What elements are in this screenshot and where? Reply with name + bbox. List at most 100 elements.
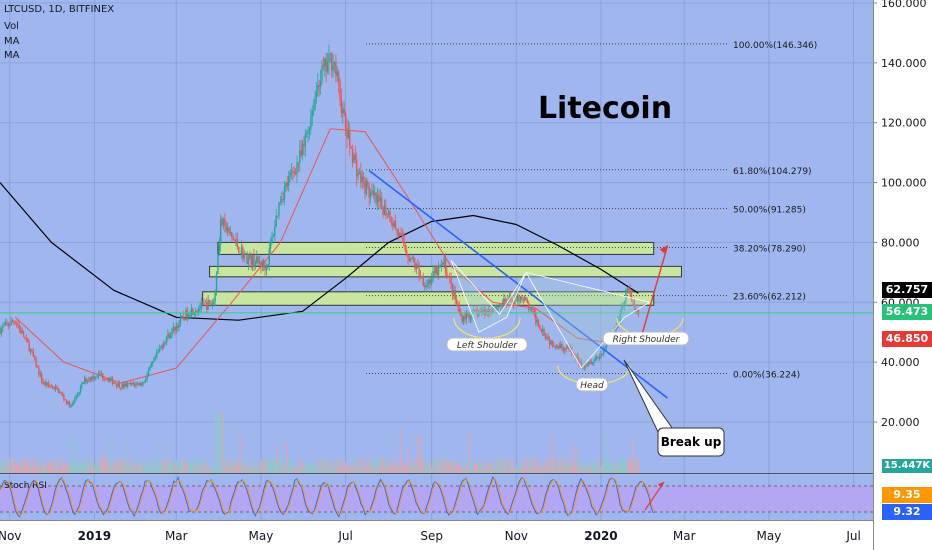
volume-bar	[594, 467, 597, 473]
volume-bar	[550, 467, 552, 473]
ma-legend-1[interactable]: MA	[4, 36, 20, 47]
volume-bar	[311, 467, 313, 473]
volume-bar	[593, 464, 595, 473]
x-tick-label: Jul	[845, 529, 860, 543]
projection-arrow[interactable]	[641, 245, 669, 333]
volume-bar	[575, 449, 577, 473]
volume-bar	[371, 456, 373, 473]
volume-bar	[540, 467, 542, 473]
volume-bar	[115, 458, 118, 473]
volume-bar	[600, 466, 602, 473]
candle-body	[207, 300, 209, 310]
volume-bar	[439, 460, 441, 473]
rsi-legend[interactable]: Stoch RSI	[4, 481, 47, 491]
volume-bar	[124, 439, 126, 473]
volume-bar	[281, 457, 283, 473]
candle-body	[340, 99, 343, 114]
candle-body	[579, 361, 581, 364]
last-price-tag: 62.757	[882, 282, 932, 298]
volume-bar	[432, 459, 434, 473]
candle-body	[461, 316, 463, 322]
candle-body	[489, 309, 491, 313]
volume-bar	[269, 462, 272, 473]
volume-legend[interactable]: Vol	[4, 21, 19, 32]
fib-level-label: 23.60%(62.212)	[733, 293, 806, 303]
volume-bar	[589, 460, 591, 473]
volume-bar	[324, 461, 326, 473]
volume-bar	[354, 466, 357, 473]
price-axis[interactable]	[873, 0, 932, 550]
candle-body	[219, 218, 222, 245]
candle-body	[533, 310, 536, 313]
candle-body	[392, 223, 394, 227]
volume-bar	[206, 462, 208, 473]
volume-bar	[537, 458, 540, 473]
volume-bar	[56, 458, 58, 473]
x-tick-label: Nov	[505, 529, 528, 543]
candle-body	[18, 325, 21, 329]
candle-body	[142, 382, 144, 386]
candle-body	[56, 386, 58, 388]
candle-body	[619, 310, 622, 321]
support-zone-1[interactable]	[217, 241, 655, 255]
candle-body	[32, 351, 35, 358]
candle-body	[226, 227, 229, 232]
volume-bar	[596, 462, 598, 473]
callout-box[interactable]	[657, 427, 725, 457]
candle-body	[561, 344, 563, 348]
volume-bar	[279, 457, 282, 473]
volume-bar	[325, 457, 327, 473]
right-shoulder-label-box	[602, 331, 690, 346]
ma-slow-line[interactable]	[0, 182, 639, 321]
volume-bar	[81, 465, 83, 473]
volume-bar	[389, 462, 391, 473]
candle-body	[52, 386, 54, 389]
candle-body	[367, 181, 369, 186]
volume-bar	[505, 468, 508, 473]
candle-body	[424, 285, 426, 288]
candle-body	[541, 329, 544, 332]
head-shoulders-outline[interactable]	[450, 260, 651, 369]
volume-bar	[256, 465, 258, 473]
volume-bar	[154, 468, 157, 473]
time-axis[interactable]	[0, 520, 873, 550]
volume-bar	[25, 458, 28, 473]
candle-body	[565, 348, 567, 349]
symbol-title[interactable]: LTCUSD, 1D, BITFINEX	[4, 4, 115, 15]
candle-body	[628, 289, 630, 290]
volume-bar	[83, 460, 86, 473]
candle-body	[93, 376, 96, 379]
volume-bar	[268, 460, 270, 473]
candle-body	[96, 376, 98, 378]
candle-body	[578, 356, 580, 364]
ma-legend-2[interactable]: MA	[4, 50, 20, 61]
ma-fast-line[interactable]	[14, 128, 639, 384]
volume-bar	[532, 465, 534, 473]
volume-bar	[203, 468, 205, 473]
price-pane[interactable]	[0, 0, 873, 473]
volume-bar	[167, 464, 169, 473]
volume-bar	[419, 436, 422, 473]
candle-body	[473, 310, 476, 311]
candle-body	[170, 335, 172, 339]
candle-body	[218, 244, 220, 256]
volume-bar	[464, 465, 466, 473]
volume-bar	[448, 460, 451, 473]
volume-bar	[616, 467, 619, 473]
candle-body	[379, 197, 381, 202]
candle-body	[64, 399, 66, 401]
volume-bar	[479, 465, 481, 473]
volume-bar	[236, 464, 239, 473]
candle-body	[548, 339, 551, 345]
rsi-d-line[interactable]	[0, 477, 654, 517]
candle-body	[376, 195, 379, 203]
volume-bar	[113, 468, 115, 473]
volume-bar	[306, 468, 308, 473]
candle-body	[462, 316, 465, 322]
volume-bar	[79, 462, 82, 473]
volume-bar	[226, 459, 229, 473]
volume-bar	[107, 459, 109, 473]
candle-body	[439, 265, 441, 267]
candle-body	[199, 308, 201, 310]
